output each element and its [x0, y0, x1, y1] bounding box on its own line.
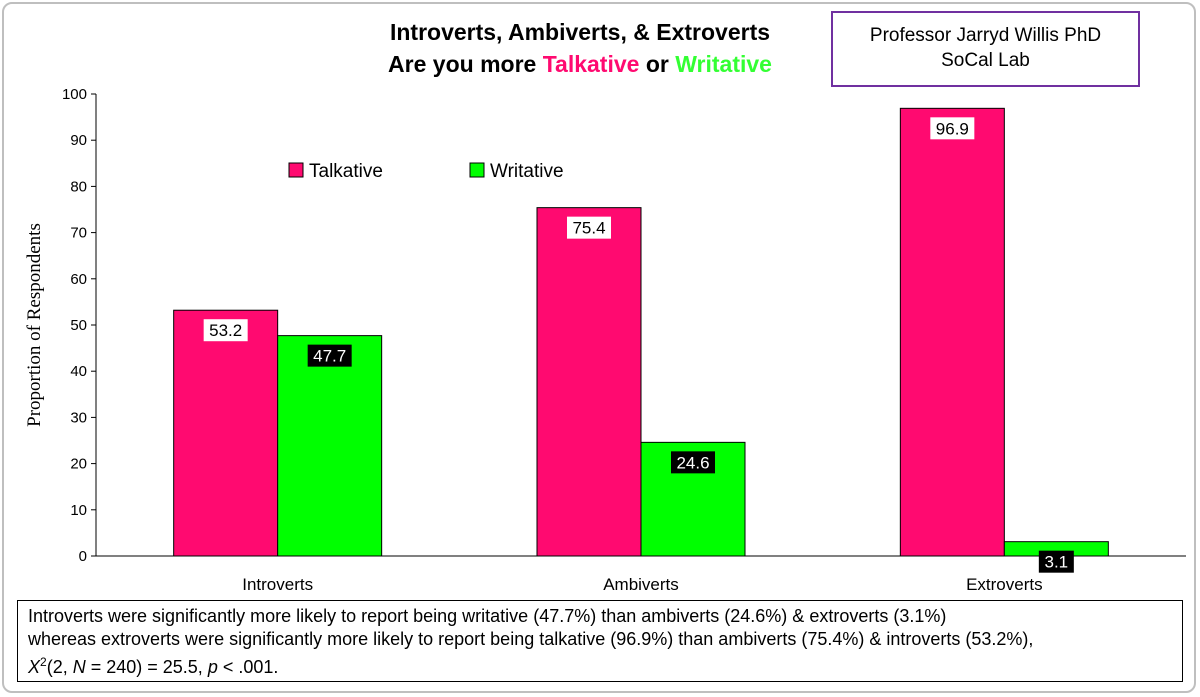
data-label-box: [1038, 550, 1074, 573]
footnote-line-3: X2(2, N = 240) = 25.5, p < .001.: [28, 651, 1182, 679]
x-tick-label: Introverts: [242, 575, 313, 594]
data-label-box: [930, 117, 975, 140]
footnote-n: N: [72, 657, 86, 677]
y-tick-label: 20: [70, 456, 87, 473]
footnote-df: (2,: [46, 657, 73, 677]
bar-talkative: [536, 207, 642, 557]
chi-square-superscript: 2: [40, 655, 47, 669]
y-axis-label: Proportion of Respondents: [24, 223, 45, 427]
credit-box: Professor Jarryd Willis PhD SoCal Lab: [831, 11, 1140, 87]
legend-swatch-talkative: [288, 162, 304, 178]
data-label: 47.7: [313, 347, 346, 366]
title-writative: Writative: [675, 51, 772, 77]
y-tick-label: 70: [70, 225, 87, 242]
y-tick-label: 60: [70, 271, 87, 288]
y-tick-label: 30: [70, 409, 87, 426]
data-label: 24.6: [676, 453, 709, 472]
x-tick-label: Ambiverts: [603, 575, 679, 594]
title-line-1: Introverts, Ambiverts, & Extroverts: [389, 19, 771, 45]
data-label: 96.9: [936, 119, 969, 138]
y-tick-label: 40: [70, 363, 87, 380]
data-label-box: [307, 344, 352, 367]
y-tick-label: 0: [79, 548, 87, 565]
chart-title: Introverts, Ambiverts, & Extroverts Are …: [300, 16, 860, 80]
footnote-p: p: [207, 657, 218, 677]
y-tick-label: 80: [70, 178, 87, 195]
title-mid: or: [639, 51, 676, 77]
data-label: 75.4: [572, 219, 605, 238]
legend-label-writative: Writative: [490, 161, 564, 182]
footnote-line-1: Introverts were significantly more likel…: [28, 606, 947, 626]
footnote-box: Introverts were significantly more likel…: [17, 600, 1183, 682]
data-label-box: [203, 319, 248, 342]
bar-talkative: [173, 309, 279, 557]
title-line-2: Are you more Talkative or Writative: [300, 48, 860, 80]
data-label: 3.1: [1045, 553, 1069, 572]
y-tick-label: 50: [70, 317, 87, 334]
footnote-line-2: whereas extroverts were significantly mo…: [28, 629, 1034, 649]
title-talkative: Talkative: [542, 51, 640, 77]
footnote-stat: = 240) = 25.5,: [85, 657, 208, 677]
chi-square-symbol: X: [28, 657, 41, 677]
bar-chart: 0 10 20 30 40 50 60 70 80 90 100 Proportion of Resp…: [24, 86, 1186, 594]
data-label-box: [567, 216, 611, 239]
legend-swatch-writative: [469, 162, 485, 178]
title-prefix: Are you more: [388, 51, 543, 77]
bar-talkative: [899, 107, 1005, 557]
y-tick-label: 10: [70, 502, 87, 519]
footnote-pvalue: < .001.: [217, 657, 279, 677]
data-label-box: [671, 451, 715, 474]
x-tick-label: Extroverts: [966, 575, 1043, 594]
legend-label-talkative: Talkative: [309, 161, 383, 182]
y-tick-label: 90: [70, 132, 87, 149]
credit-lab: SoCal Lab: [941, 50, 1030, 71]
bar-writative: [277, 335, 383, 557]
y-tick-label: 100: [62, 86, 87, 103]
credit-name: Professor Jarryd Willis PhD: [869, 25, 1102, 46]
data-label: 53.2: [209, 321, 242, 340]
